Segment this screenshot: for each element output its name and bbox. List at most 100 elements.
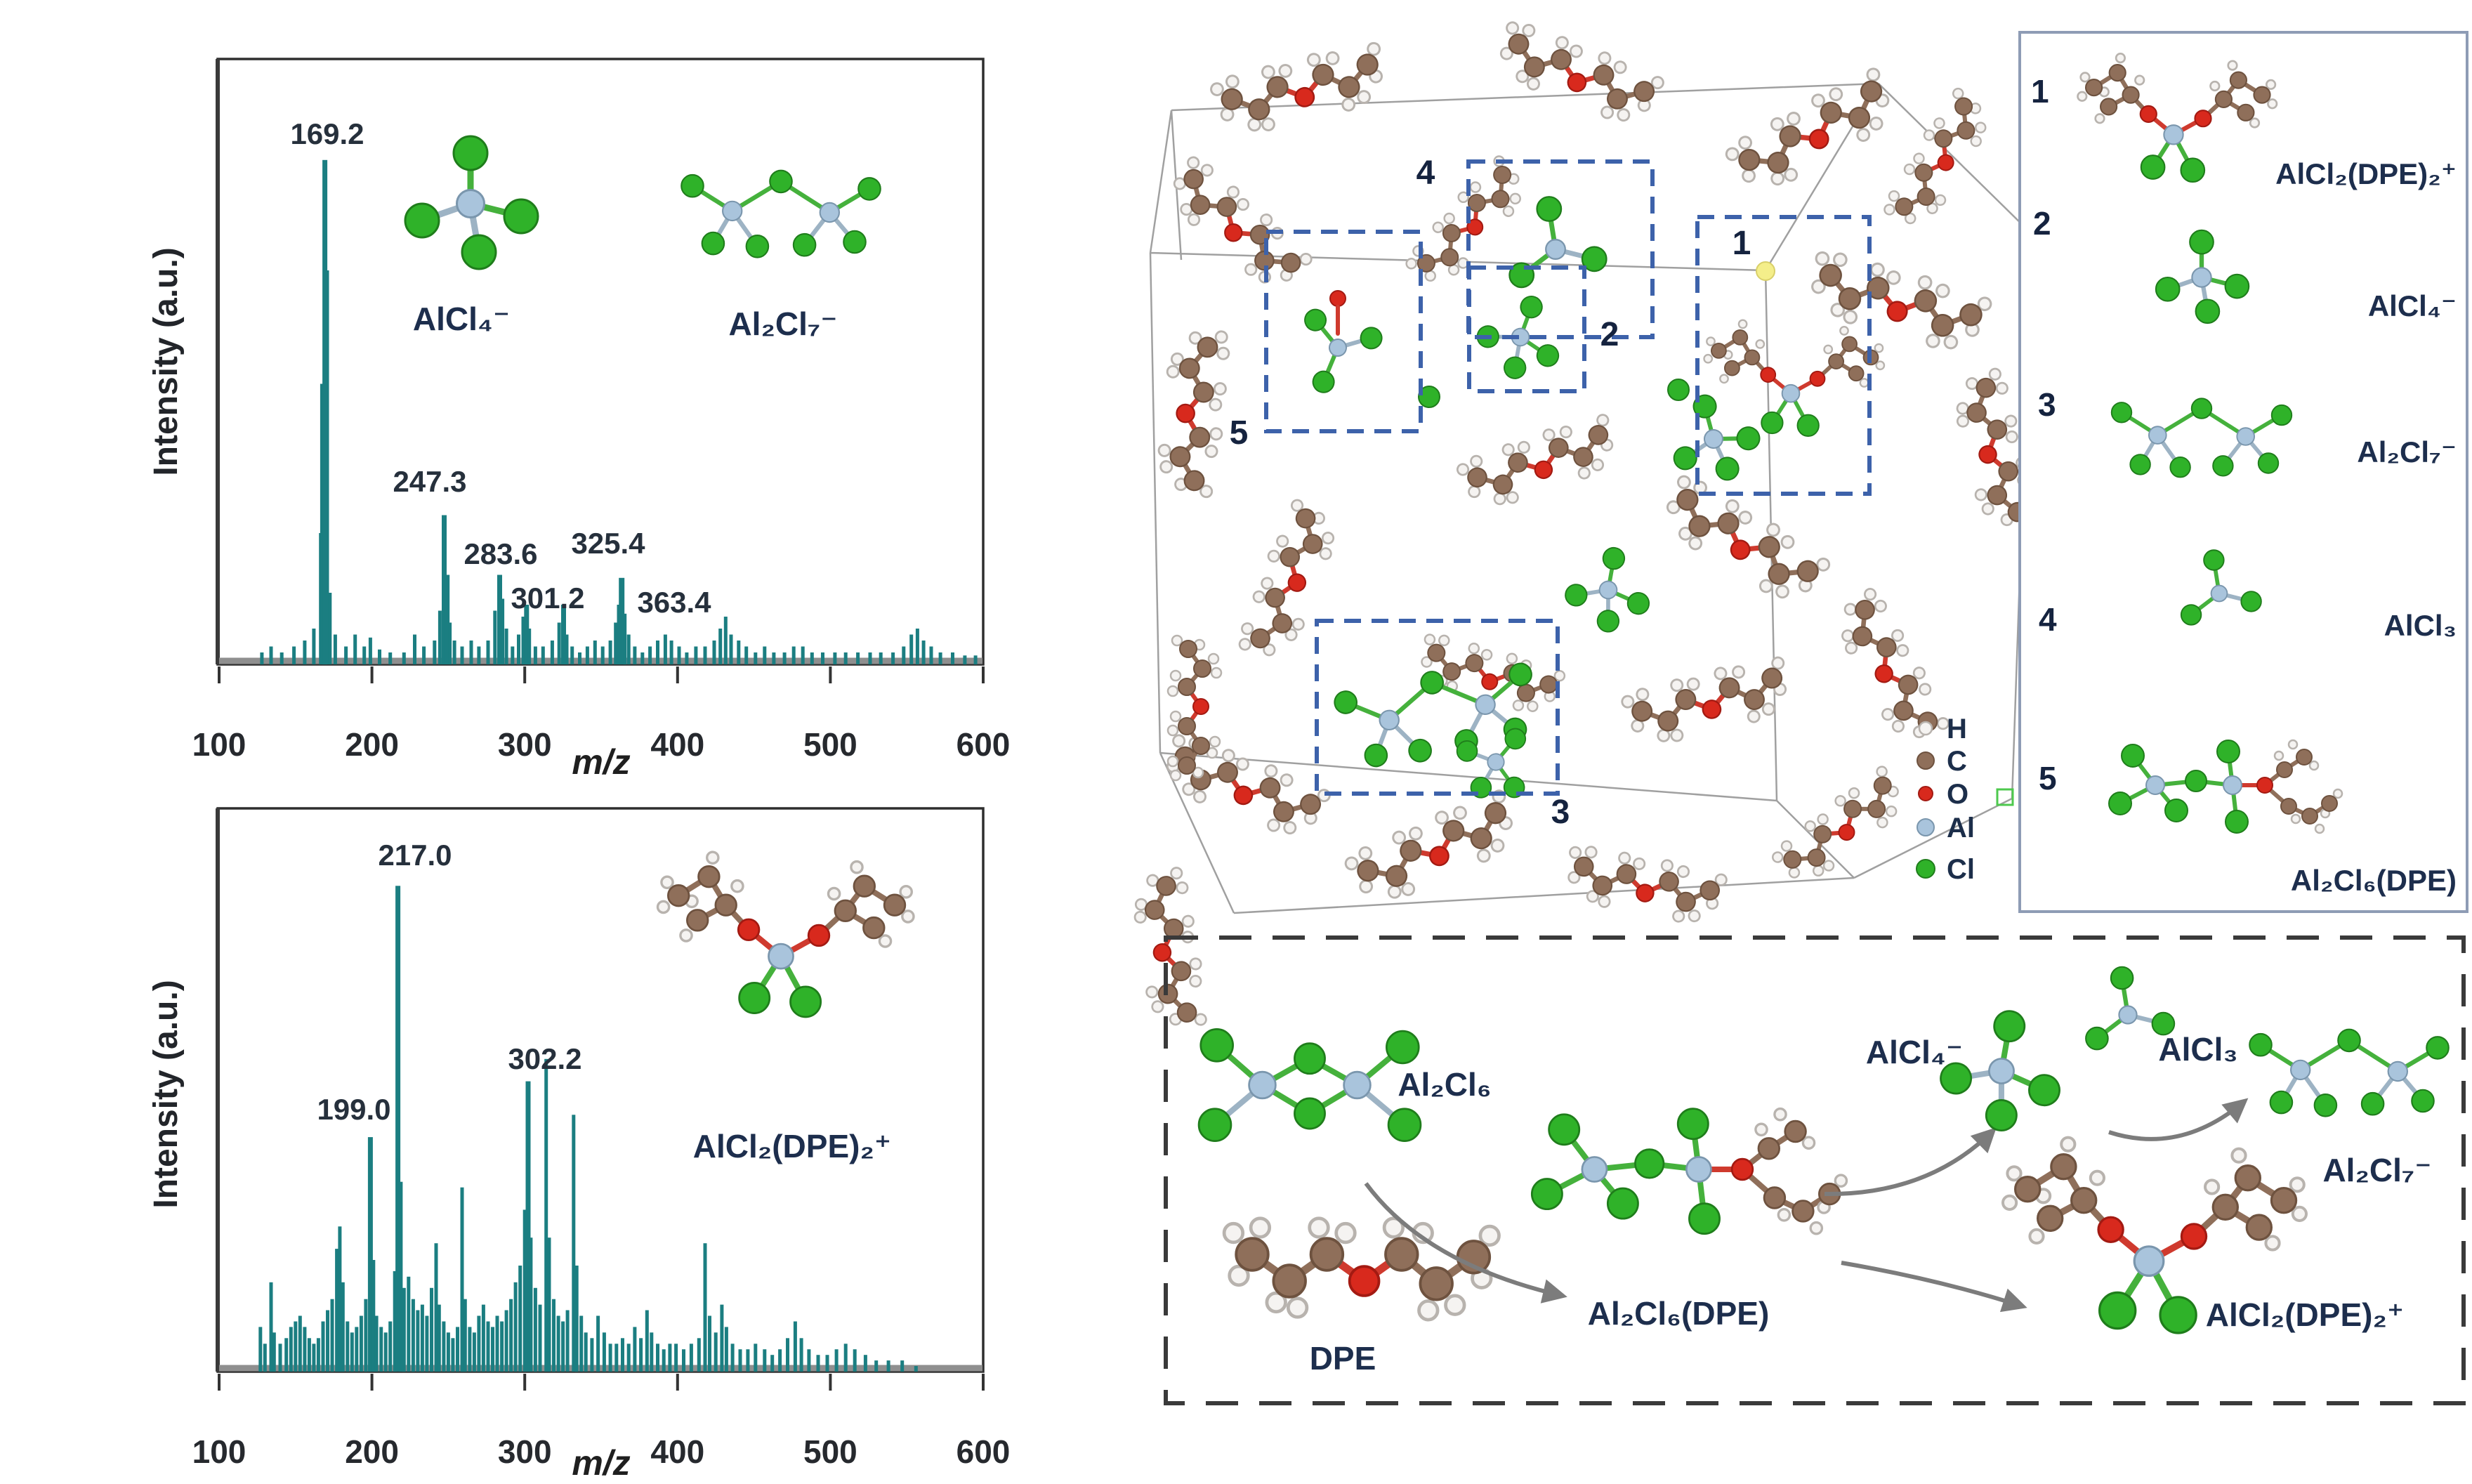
region-number-2: 2: [1600, 316, 1619, 353]
spectrum-peak: [544, 1058, 548, 1372]
spectrum-peak: [703, 646, 707, 664]
scheme-al2cl7: [2249, 1030, 2449, 1117]
species-formula-2: AlCl₄⁻: [2368, 289, 2457, 322]
spectrum-peak: [843, 1344, 848, 1372]
spectrum-peak: [292, 646, 296, 664]
spectrum-peak: [712, 641, 716, 664]
spectrum-peak: [791, 646, 796, 664]
spectrum-peak: [359, 1315, 363, 1372]
spectrum-peak: [617, 605, 621, 664]
species-formula-4: AlCl₃: [2384, 609, 2457, 642]
panel-mass-spectrum-bottom: 100 200 300 400 500 600 217.0 199.0 302.2 Intens…: [147, 807, 1010, 1483]
spectrum-peak: [491, 1327, 494, 1372]
x-axis-tick-label: 100: [192, 1433, 246, 1470]
spectrum-peak: [533, 646, 537, 664]
spectrum-peak: [294, 1321, 298, 1372]
spectrum-peak: [650, 1332, 654, 1372]
spectrum-peak: [263, 1344, 267, 1372]
region-box-3: [1315, 619, 1560, 796]
spectrum-peak: [434, 1243, 438, 1372]
spectrum-peak: [909, 634, 914, 664]
species-number-1: 1: [2031, 73, 2049, 110]
spectrum-peak: [518, 1266, 522, 1372]
inset-label-alcl4: AlCl₄⁻: [413, 301, 510, 337]
spectrum-peak: [388, 1321, 393, 1372]
spectrum-peak: [368, 637, 372, 665]
spectrum-peak: [853, 1349, 857, 1372]
spectrum-peak: [697, 1338, 701, 1372]
spectrum-peak: [509, 1299, 513, 1372]
spectrum-peak: [495, 1315, 499, 1372]
spectrum-peak: [674, 1344, 678, 1372]
spectrum-peak: [584, 1332, 588, 1372]
spectrum-peak: [353, 634, 357, 664]
spectrum-peak: [550, 641, 554, 664]
legend-label-c: C: [1947, 746, 1967, 777]
scheme-label-al2cl6: Al₂Cl₆: [1398, 1066, 1491, 1103]
spectrum-peak: [856, 652, 860, 664]
region-box-5: [1264, 230, 1423, 433]
spectrum-peak: [513, 1282, 518, 1372]
spectrum-peak: [572, 1115, 576, 1372]
spectrum-peak: [602, 1332, 606, 1372]
spectrum-peak: [335, 1249, 339, 1372]
spectrum-peak: [754, 652, 758, 664]
x-axis-tick-label: 300: [498, 726, 552, 763]
peak-annotation: 199.0: [317, 1093, 390, 1126]
spectrum-peak: [402, 1287, 406, 1372]
spectrum-peak: [565, 1310, 570, 1372]
scheme-al2cl6dpe: [1532, 1109, 1846, 1234]
spectrum-peak: [891, 652, 895, 664]
spectrum-peak: [786, 1338, 789, 1372]
spectrum-peak: [718, 629, 723, 664]
spectrum-peak: [648, 646, 652, 664]
spectrum-peak: [379, 1327, 383, 1372]
spectrum-peak: [372, 1260, 376, 1372]
spectrum-peak: [614, 622, 618, 664]
spectrum-peak: [614, 1344, 619, 1372]
spectrum-peak: [442, 1321, 446, 1372]
spectrum-peak: [538, 1304, 542, 1372]
spectrum-peak: [921, 641, 926, 664]
spectrum-peak: [708, 1315, 711, 1372]
spectrum-peak: [303, 641, 307, 664]
spectrum-peak: [902, 646, 906, 664]
spectrum-peak: [619, 577, 625, 664]
x-axis-tick-label: 200: [345, 1433, 399, 1470]
spectrum-peak: [879, 652, 883, 664]
spectrum-peak: [486, 1321, 490, 1372]
spectrum-peak: [729, 634, 733, 664]
spectrum-peak: [557, 622, 561, 664]
species-number-3: 3: [2038, 386, 2056, 423]
spectrum-peak: [565, 634, 569, 664]
spectrum-peak: [341, 1282, 345, 1372]
legend-label-al: Al: [1947, 813, 1975, 843]
spectrum-peak: [321, 1321, 325, 1372]
legend-label-o: O: [1947, 779, 1968, 810]
spectrum-peak: [685, 652, 689, 664]
x-axis-label-bottom: m/z: [572, 1443, 630, 1483]
scheme-dpe: [1224, 1219, 1499, 1320]
spectrum-peak: [269, 646, 273, 664]
arrow-to-al2cl7: [2108, 1098, 2249, 1141]
spectrum-peak: [633, 1327, 637, 1372]
scheme-label-alcl3: AlCl₃: [2158, 1031, 2237, 1068]
spectrum-peak: [730, 1344, 735, 1372]
spectrum-peak: [477, 646, 481, 664]
peak-annotation: 283.6: [464, 537, 537, 570]
spectrum-peak: [402, 652, 406, 664]
spectrum-peak: [737, 641, 741, 664]
spectrum-peak: [298, 1315, 302, 1372]
spectrum-peak: [556, 1315, 560, 1372]
inset-alcl4: [405, 136, 538, 269]
spectrum-peak: [547, 1237, 551, 1372]
reaction-scheme-border: [1164, 935, 2466, 1405]
spectrum-peak: [399, 1181, 403, 1372]
spectrum-peak: [416, 1310, 420, 1372]
spectrum-peak: [284, 1338, 289, 1372]
species-number-2: 2: [2033, 205, 2051, 242]
spectrum-peak: [472, 1332, 476, 1372]
spectrum-peak: [328, 593, 332, 664]
species-formula-5: Al₂Cl₆(DPE): [2291, 864, 2457, 897]
spectrum-peak: [460, 646, 464, 664]
